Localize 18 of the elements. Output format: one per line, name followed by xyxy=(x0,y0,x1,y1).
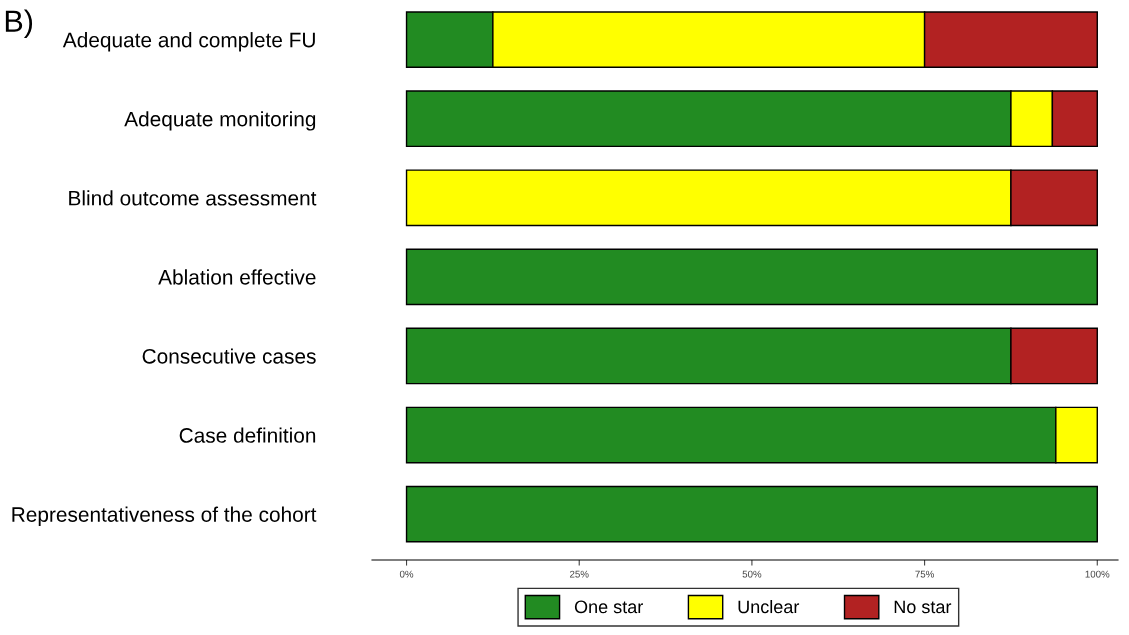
y-tick-label: Representativeness of the cohort xyxy=(12,506,317,526)
x-tick-label: 25% xyxy=(569,570,589,578)
legend-label: One star xyxy=(574,600,643,614)
y-tick-label: Case definition xyxy=(179,427,316,443)
legend-label: Unclear xyxy=(738,599,800,614)
y-tick-label: Blind outcome assessment xyxy=(69,190,317,206)
y-tick-label: Ablation effective xyxy=(158,269,316,285)
bar xyxy=(405,485,1098,543)
y-tick-label: Adequate and complete FU xyxy=(62,32,315,52)
legend-label: No star xyxy=(894,600,952,614)
x-tick-label: 50% xyxy=(742,570,762,578)
x-tick-label: 0% xyxy=(399,570,414,578)
x-tick-label: 75% xyxy=(915,570,934,578)
y-tick-label: Adequate monitoring xyxy=(124,111,316,131)
bar xyxy=(405,248,1098,306)
text: B) xyxy=(5,9,33,38)
y-tick-label: Consecutive cases xyxy=(142,348,316,364)
x-tick-label: 100% xyxy=(1085,570,1110,578)
